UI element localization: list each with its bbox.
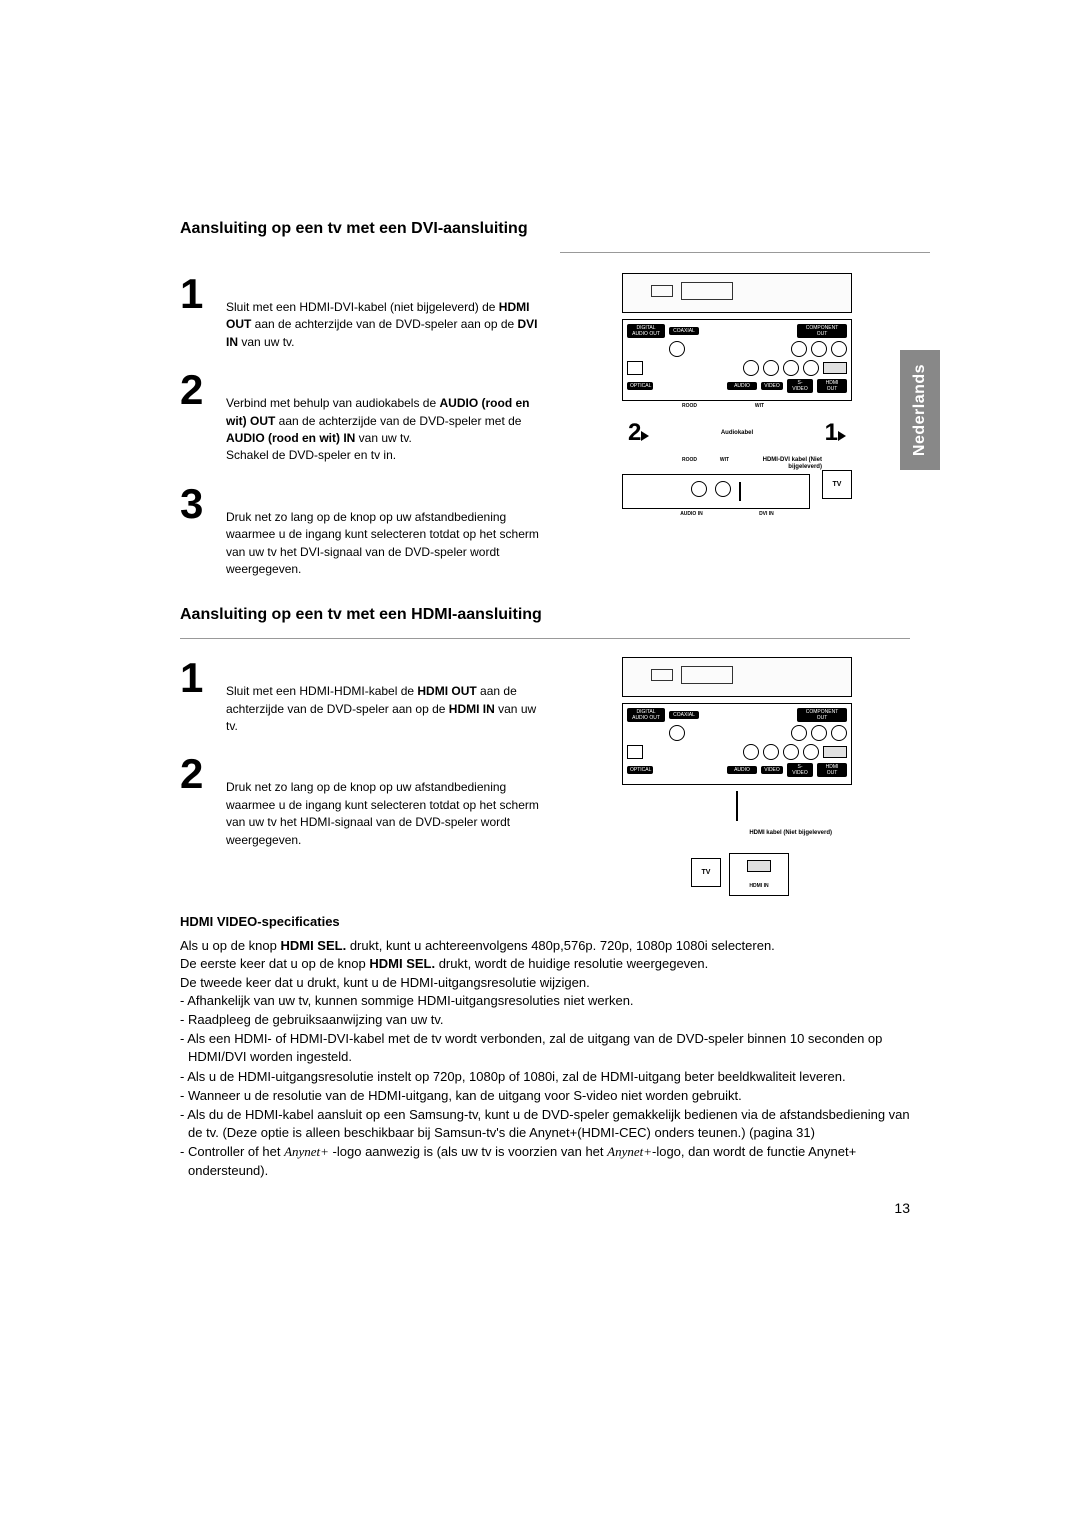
step-number: 2 (180, 369, 208, 465)
page-content: Aansluiting op een tv met een DVI-aanslu… (0, 0, 1080, 1296)
anynet-logo: Anynet+ (607, 1144, 652, 1159)
dvd-rear-view (622, 273, 852, 313)
connector-panel: DIGITAL AUDIO OUT COAXIAL COMPONENT OUT (622, 319, 852, 401)
step-text: Druk net zo lang op de knop op uw afstan… (226, 753, 546, 849)
specs-heading: HDMI VIDEO-specificaties (180, 914, 910, 929)
spec-bullet: - Als een HDMI- of HDMI-DVI-kabel met de… (180, 1030, 910, 1066)
step-number: 2 (180, 753, 208, 849)
step-text: Druk net zo lang op de knop op uw afstan… (226, 483, 546, 579)
spec-bullet: - Afhankelijk van uw tv, kunnen sommige … (180, 992, 910, 1010)
dvd-rear-view (622, 657, 852, 697)
tv-label: TV (691, 858, 721, 887)
connector-panel: DIGITAL AUDIO OUT COAXIAL COMPONENT OUT (622, 703, 852, 785)
page-number: 13 (180, 1200, 910, 1216)
tv-hdmi-panel: HDMI IN (729, 853, 789, 896)
divider (560, 252, 930, 253)
step-number: 3 (180, 483, 208, 579)
step-number: 1 (180, 273, 208, 351)
step-text: Sluit met een HDMI-DVI-kabel (niet bijge… (226, 273, 546, 351)
spec-bullet: - Raadpleeg de gebruiksaanwijzing van uw… (180, 1011, 910, 1029)
divider (180, 638, 910, 639)
dvi-block: 1 Sluit met een HDMI-DVI-kabel (niet bij… (180, 273, 910, 596)
hdmi-diagram: DIGITAL AUDIO OUT COAXIAL COMPONENT OUT (622, 657, 852, 896)
spec-bullet: - Wanneer u de resolutie van de HDMI-uit… (180, 1087, 910, 1105)
hdmi-block: 1 Sluit met een HDMI-HDMI-kabel de HDMI … (180, 657, 910, 896)
step-number: 1 (180, 657, 208, 735)
step-row: 2 Verbind met behulp van audiokabels de … (180, 369, 550, 465)
step-text: Verbind met behulp van audiokabels de AU… (226, 369, 546, 465)
tv-input-panel (622, 474, 810, 509)
dvi-diagram: DIGITAL AUDIO OUT COAXIAL COMPONENT OUT (622, 273, 852, 517)
spec-bullet: - Als u de HDMI-uitgangsresolutie instel… (180, 1068, 910, 1086)
step-text: Sluit met een HDMI-HDMI-kabel de HDMI OU… (226, 657, 546, 735)
step-row: 3 Druk net zo lang op de knop op uw afst… (180, 483, 550, 579)
section-hdmi-title: Aansluiting op een tv met een HDMI-aansl… (180, 606, 910, 624)
anynet-logo: Anynet+ (284, 1144, 329, 1159)
tv-label: TV (822, 470, 852, 499)
step-row: 1 Sluit met een HDMI-DVI-kabel (niet bij… (180, 273, 550, 351)
spec-bullet: - Controller of het Anynet+ -logo aanwez… (180, 1143, 910, 1179)
step-row: 1 Sluit met een HDMI-HDMI-kabel de HDMI … (180, 657, 550, 735)
section-dvi-title: Aansluiting op een tv met een DVI-aanslu… (180, 220, 910, 238)
spec-bullet: - Als du de HDMI-kabel aansluit op een S… (180, 1106, 910, 1142)
step-row: 2 Druk net zo lang op de knop op uw afst… (180, 753, 550, 849)
specs-body: Als u op de knop HDMI SEL. drukt, kunt u… (180, 937, 910, 1179)
